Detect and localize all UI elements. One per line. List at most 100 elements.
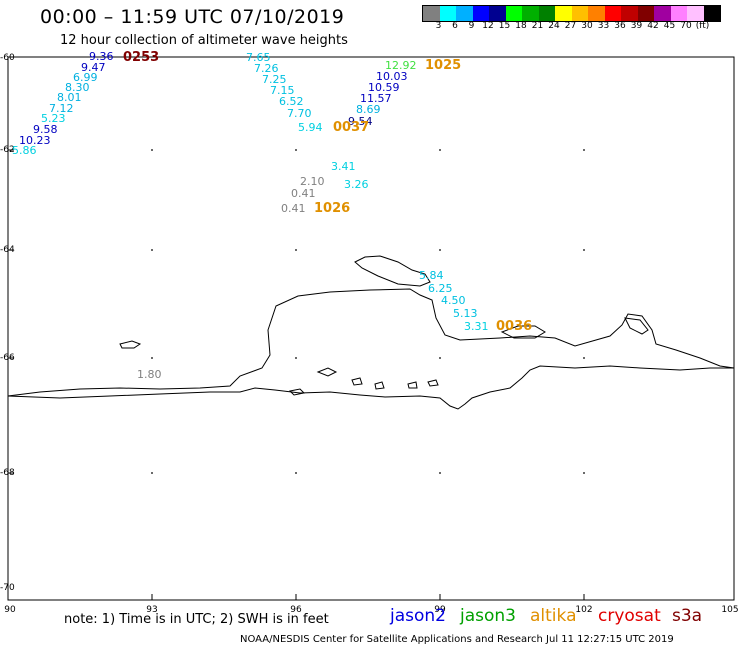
pass-time-label: 1025 bbox=[425, 58, 462, 73]
wave-height-value: 9.47 bbox=[81, 61, 106, 74]
wave-height-value: 5.13 bbox=[453, 307, 478, 320]
lon-label: 102 bbox=[575, 605, 593, 615]
colorbar-swatch bbox=[555, 6, 572, 21]
wave-height-value: 12.92 bbox=[385, 59, 417, 72]
colorbar-swatch bbox=[621, 6, 638, 21]
wave-height-value: 1.80 bbox=[137, 368, 162, 381]
colorbar-swatch bbox=[423, 6, 440, 21]
wave-height-value: 8.01 bbox=[57, 91, 82, 104]
wave-height-value: 6.25 bbox=[428, 282, 453, 295]
lat-label: -64 bbox=[0, 245, 15, 255]
colorbar-label: 6 bbox=[452, 21, 458, 31]
wave-height-value: 6.99 bbox=[73, 71, 98, 84]
colorbar-swatch bbox=[637, 6, 654, 21]
colorbar-label: (ft) bbox=[695, 21, 710, 31]
lon-label: 90 bbox=[4, 605, 16, 615]
colorbar-label: 42 bbox=[647, 21, 659, 31]
grid-ticks bbox=[8, 149, 585, 600]
wave-height-value: 6.52 bbox=[279, 95, 304, 108]
wave-height-value: 4.50 bbox=[441, 294, 466, 307]
footer-note: note: 1) Time is in UTC; 2) SWH is in fe… bbox=[64, 612, 329, 627]
colorbar-label: 33 bbox=[597, 21, 610, 31]
lon-label: 96 bbox=[290, 605, 302, 615]
lat-label: -66 bbox=[0, 353, 15, 363]
colorbar-swatch bbox=[571, 6, 588, 21]
wave-height-value: 9.54 bbox=[348, 115, 373, 128]
colorbar-swatch bbox=[456, 6, 473, 21]
colorbar-swatch bbox=[472, 6, 489, 21]
wave-height-value: 5.94 bbox=[298, 121, 323, 134]
colorbar-label: 27 bbox=[564, 21, 577, 31]
satellite-legend-jason2: jason2 bbox=[390, 606, 446, 626]
colorbar-label: 21 bbox=[531, 21, 544, 31]
wave-height-value: 3.41 bbox=[331, 160, 356, 173]
wave-height-value: 8.69 bbox=[356, 103, 381, 116]
map-subtitle: 12 hour collection of altimeter wave hei… bbox=[60, 33, 348, 48]
colorbar-label: 9 bbox=[468, 21, 475, 31]
wave-height-value: 10.23 bbox=[19, 134, 51, 147]
lat-label: -60 bbox=[0, 53, 15, 63]
wave-height-value: 7.12 bbox=[49, 102, 74, 115]
colorbar-label: 39 bbox=[630, 21, 643, 31]
wave-height-value: 7.25 bbox=[262, 73, 287, 86]
lon-label: 93 bbox=[146, 605, 158, 615]
wave-height-value: 7.65 bbox=[246, 51, 271, 64]
wave-height-value: 11.57 bbox=[360, 92, 392, 105]
colorbar-label: 30 bbox=[581, 21, 593, 31]
colorbar-swatch bbox=[489, 6, 506, 21]
colorbar-label: 45 bbox=[663, 21, 676, 31]
colorbar-swatch bbox=[604, 6, 621, 21]
pass-time-label: 1026 bbox=[314, 201, 351, 216]
wave-height-value: 3.31 bbox=[464, 320, 489, 333]
colorbar bbox=[422, 5, 721, 22]
wave-height-value: 5.23 bbox=[41, 112, 66, 125]
colorbar-swatch bbox=[703, 6, 720, 21]
wave-height-value: 9.58 bbox=[33, 123, 58, 136]
colorbar-swatch bbox=[670, 6, 687, 21]
lon-label: 99 bbox=[434, 605, 446, 615]
colorbar-label: 18 bbox=[515, 21, 527, 31]
satellite-legend-cryosat: cryosat bbox=[598, 606, 661, 626]
lon-label: 105 bbox=[721, 605, 739, 615]
colorbar-labels: 3 6 9 12 15 18 21 24 27 30 33 36 39 42 45 70 (ft) bbox=[422, 21, 740, 33]
wave-height-value: 2.10 bbox=[300, 175, 325, 188]
wave-height-value: 9.36 bbox=[89, 50, 114, 63]
colorbar-label: 24 bbox=[548, 21, 560, 31]
colorbar-label: 36 bbox=[614, 21, 626, 31]
wave-height-value: 0.41 bbox=[291, 187, 316, 200]
credit-line: NOAA/NESDIS Center for Satellite Applica… bbox=[240, 634, 674, 645]
colorbar-swatch bbox=[439, 6, 456, 21]
grid-dots bbox=[151, 149, 585, 474]
colorbar-swatch bbox=[687, 6, 704, 21]
wave-height-value: 7.15 bbox=[270, 84, 295, 97]
colorbar-label: 12 bbox=[482, 21, 494, 31]
wave-height-value: 10.59 bbox=[368, 81, 400, 94]
satellite-legend-jason3: jason3 bbox=[460, 606, 516, 626]
pass-time-label: 0037 bbox=[333, 120, 370, 135]
colorbar-label: 15 bbox=[498, 21, 511, 31]
colorbar-swatch bbox=[538, 6, 555, 21]
wave-height-value: 5.86 bbox=[12, 144, 37, 157]
lat-label: -62 bbox=[0, 145, 15, 155]
wave-height-value: 8.30 bbox=[65, 81, 90, 94]
satellite-legend-s3a: s3a bbox=[672, 606, 703, 626]
wave-height-value: 10.03 bbox=[376, 70, 408, 83]
wave-height-value: 3.26 bbox=[344, 178, 369, 191]
map-title: 00:00 – 11:59 UTC 07/10/2019 bbox=[40, 6, 345, 28]
coastline bbox=[7, 255, 735, 410]
colorbar-label: 3 bbox=[435, 21, 442, 31]
wave-height-value: 5.84 bbox=[419, 269, 444, 282]
satellite-legend-altika: altika bbox=[530, 606, 577, 626]
lat-label: -70 bbox=[0, 583, 15, 593]
colorbar-swatch bbox=[588, 6, 605, 21]
wave-height-value: 7.70 bbox=[287, 107, 312, 120]
colorbar-label: 70 bbox=[680, 21, 692, 31]
wave-height-value: 7.26 bbox=[254, 62, 279, 75]
pass-time-label: 0253 bbox=[123, 50, 160, 65]
colorbar-swatch bbox=[505, 6, 522, 21]
pass-time-label: 0036 bbox=[496, 319, 533, 334]
wave-height-value: 0.41 bbox=[281, 202, 306, 215]
colorbar-swatch bbox=[654, 6, 671, 21]
lat-label: -68 bbox=[0, 468, 15, 478]
